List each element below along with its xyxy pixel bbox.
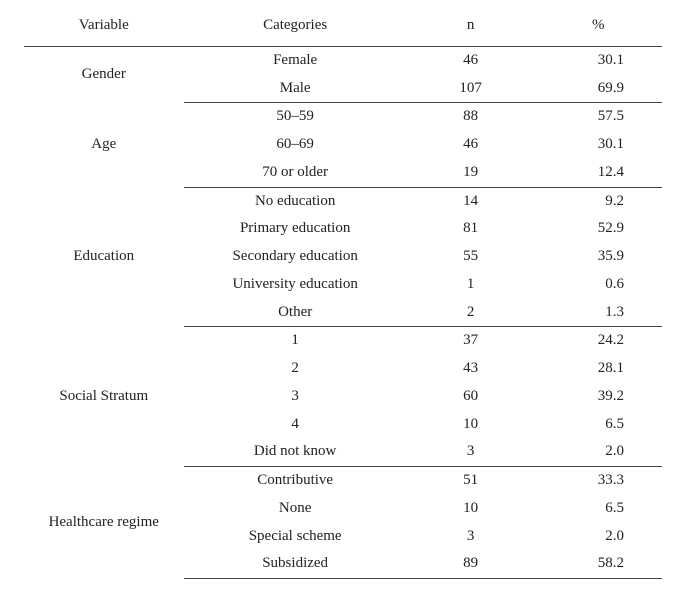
category-cell: No education: [184, 187, 407, 215]
category-cell: 3: [184, 383, 407, 411]
pct-cell: 6.5: [534, 495, 662, 523]
variable-cell: Education: [24, 187, 184, 327]
pct-cell: 1.3: [534, 299, 662, 327]
demographics-table-container: Variable Categories n % GenderFemale4630…: [0, 0, 686, 595]
table-row: EducationNo education149.2: [24, 187, 662, 215]
demographics-table: Variable Categories n % GenderFemale4630…: [24, 8, 662, 579]
pct-cell: 33.3: [534, 467, 662, 495]
table-body: GenderFemale4630.1Male10769.9Age50–59885…: [24, 46, 662, 578]
n-cell: 1: [407, 271, 535, 299]
n-cell: 2: [407, 299, 535, 327]
table-row: Healthcare regimeContributive5133.3: [24, 467, 662, 495]
n-cell: 89: [407, 550, 535, 578]
n-cell: 19: [407, 159, 535, 187]
category-cell: 2: [184, 355, 407, 383]
variable-cell: Gender: [24, 46, 184, 103]
category-cell: Did not know: [184, 438, 407, 466]
n-cell: 55: [407, 243, 535, 271]
category-cell: 1: [184, 327, 407, 355]
n-cell: 3: [407, 523, 535, 551]
pct-cell: 30.1: [534, 46, 662, 74]
variable-cell: Healthcare regime: [24, 467, 184, 579]
n-cell: 60: [407, 383, 535, 411]
n-cell: 10: [407, 411, 535, 439]
pct-cell: 69.9: [534, 75, 662, 103]
n-cell: 88: [407, 103, 535, 131]
table-row: GenderFemale4630.1: [24, 46, 662, 74]
table-header-row: Variable Categories n %: [24, 8, 662, 46]
n-cell: 46: [407, 131, 535, 159]
pct-cell: 12.4: [534, 159, 662, 187]
header-pct: %: [534, 8, 662, 46]
n-cell: 46: [407, 46, 535, 74]
table-row: Age50–598857.5: [24, 103, 662, 131]
category-cell: Primary education: [184, 215, 407, 243]
pct-cell: 30.1: [534, 131, 662, 159]
pct-cell: 39.2: [534, 383, 662, 411]
category-cell: None: [184, 495, 407, 523]
category-cell: Subsidized: [184, 550, 407, 578]
header-n: n: [407, 8, 535, 46]
pct-cell: 35.9: [534, 243, 662, 271]
pct-cell: 52.9: [534, 215, 662, 243]
n-cell: 43: [407, 355, 535, 383]
pct-cell: 24.2: [534, 327, 662, 355]
n-cell: 14: [407, 187, 535, 215]
pct-cell: 28.1: [534, 355, 662, 383]
n-cell: 10: [407, 495, 535, 523]
category-cell: 4: [184, 411, 407, 439]
variable-cell: Social Stratum: [24, 327, 184, 467]
category-cell: University education: [184, 271, 407, 299]
n-cell: 51: [407, 467, 535, 495]
category-cell: 70 or older: [184, 159, 407, 187]
header-variable: Variable: [24, 8, 184, 46]
category-cell: Secondary education: [184, 243, 407, 271]
pct-cell: 58.2: [534, 550, 662, 578]
category-cell: Contributive: [184, 467, 407, 495]
table-row: Social Stratum13724.2: [24, 327, 662, 355]
pct-cell: 2.0: [534, 523, 662, 551]
category-cell: Male: [184, 75, 407, 103]
n-cell: 107: [407, 75, 535, 103]
variable-cell: Age: [24, 103, 184, 187]
category-cell: Other: [184, 299, 407, 327]
pct-cell: 57.5: [534, 103, 662, 131]
n-cell: 37: [407, 327, 535, 355]
pct-cell: 9.2: [534, 187, 662, 215]
pct-cell: 2.0: [534, 438, 662, 466]
category-cell: 50–59: [184, 103, 407, 131]
pct-cell: 0.6: [534, 271, 662, 299]
category-cell: 60–69: [184, 131, 407, 159]
category-cell: Special scheme: [184, 523, 407, 551]
n-cell: 3: [407, 438, 535, 466]
category-cell: Female: [184, 46, 407, 74]
header-categories: Categories: [184, 8, 407, 46]
pct-cell: 6.5: [534, 411, 662, 439]
n-cell: 81: [407, 215, 535, 243]
